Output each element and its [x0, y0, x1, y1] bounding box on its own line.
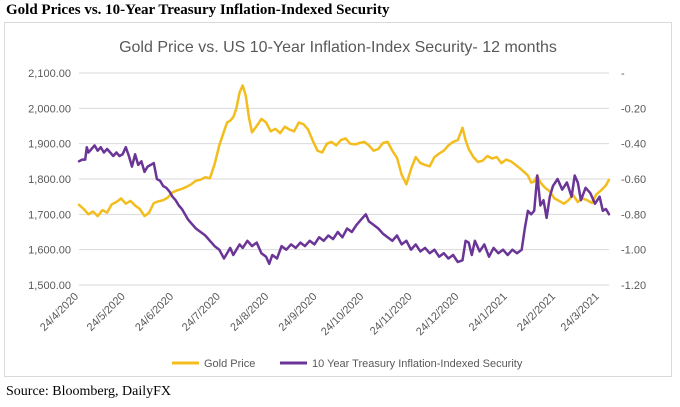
y-left-tick-label: 1,900.00 [28, 139, 71, 151]
x-tick-label: 24/1/2021 [467, 291, 510, 334]
x-ticks: 24/4/2020 24/5/2020 24/6/2020 24/7/2020 24/8… [38, 291, 602, 338]
y-right-tick-label: -0.80 [621, 209, 646, 221]
source-note: Source: Bloomberg, DailyFX [6, 384, 172, 399]
series-layer [77, 84, 611, 266]
y-left-tick-label: 1,600.00 [28, 245, 71, 257]
y-right-tick-label: -0.60 [621, 174, 646, 186]
y-left-tick-label: 1,700.00 [28, 209, 71, 221]
x-tick-label: 24/11/2020 [368, 291, 415, 338]
x-tick-label: 24/4/2020 [38, 291, 81, 334]
y-right-tick-label: - [621, 68, 625, 80]
x-tick-label: 24/6/2020 [133, 291, 176, 334]
x-tick-label: 24/3/2021 [559, 291, 602, 334]
chart-svg: Gold Price vs. US 10-Year Inflation-Inde… [28, 39, 646, 370]
y-left-tick-label: 2,100.00 [28, 68, 71, 80]
x-tick-label: 24/5/2020 [85, 291, 128, 334]
chart-title: Gold Price vs. US 10-Year Inflation-Inde… [119, 39, 557, 56]
y-left-tick-label: 1,800.00 [28, 174, 71, 186]
y-left-tick-label: 1,500.00 [28, 280, 71, 292]
series-line-tips-yield [77, 144, 611, 266]
y-left-tick-label: 2,000.00 [28, 103, 71, 115]
y-right-ticks: -1.20 -1.00 -0.80 -0.60 -0.40 -0.20 - [621, 68, 646, 292]
x-tick-label: 24/10/2020 [319, 291, 366, 338]
x-tick-label: 24/12/2020 [414, 291, 461, 338]
x-tick-label: 24/8/2020 [228, 291, 271, 334]
y-right-tick-label: -1.20 [621, 280, 646, 292]
series-line-gold-price [77, 84, 611, 218]
legend-tips-yield-label: 10 Year Treasury Inflation-Indexed Secur… [312, 358, 523, 370]
gridlines [79, 72, 609, 286]
y-right-tick-label: -1.00 [621, 245, 646, 257]
y-right-tick-label: -0.20 [621, 103, 646, 115]
chart-frame: Gold Price vs. US 10-Year Inflation-Inde… [4, 22, 672, 377]
x-tick-label: 24/7/2020 [180, 291, 223, 334]
x-tick-label: 24/9/2020 [277, 291, 320, 334]
y-right-tick-label: -0.40 [621, 139, 646, 151]
x-tick-label: 24/2/2021 [515, 291, 558, 334]
page-title: Gold Prices vs. 10-Year Treasury Inflati… [6, 2, 390, 18]
legend: Gold Price 10 Year Treasury Inflation-Ind… [172, 358, 523, 370]
legend-gold-price-label: Gold Price [204, 358, 255, 370]
y-left-ticks: 1,500.00 1,600.00 1,700.00 1,800.00 1,900.00… [28, 68, 71, 292]
